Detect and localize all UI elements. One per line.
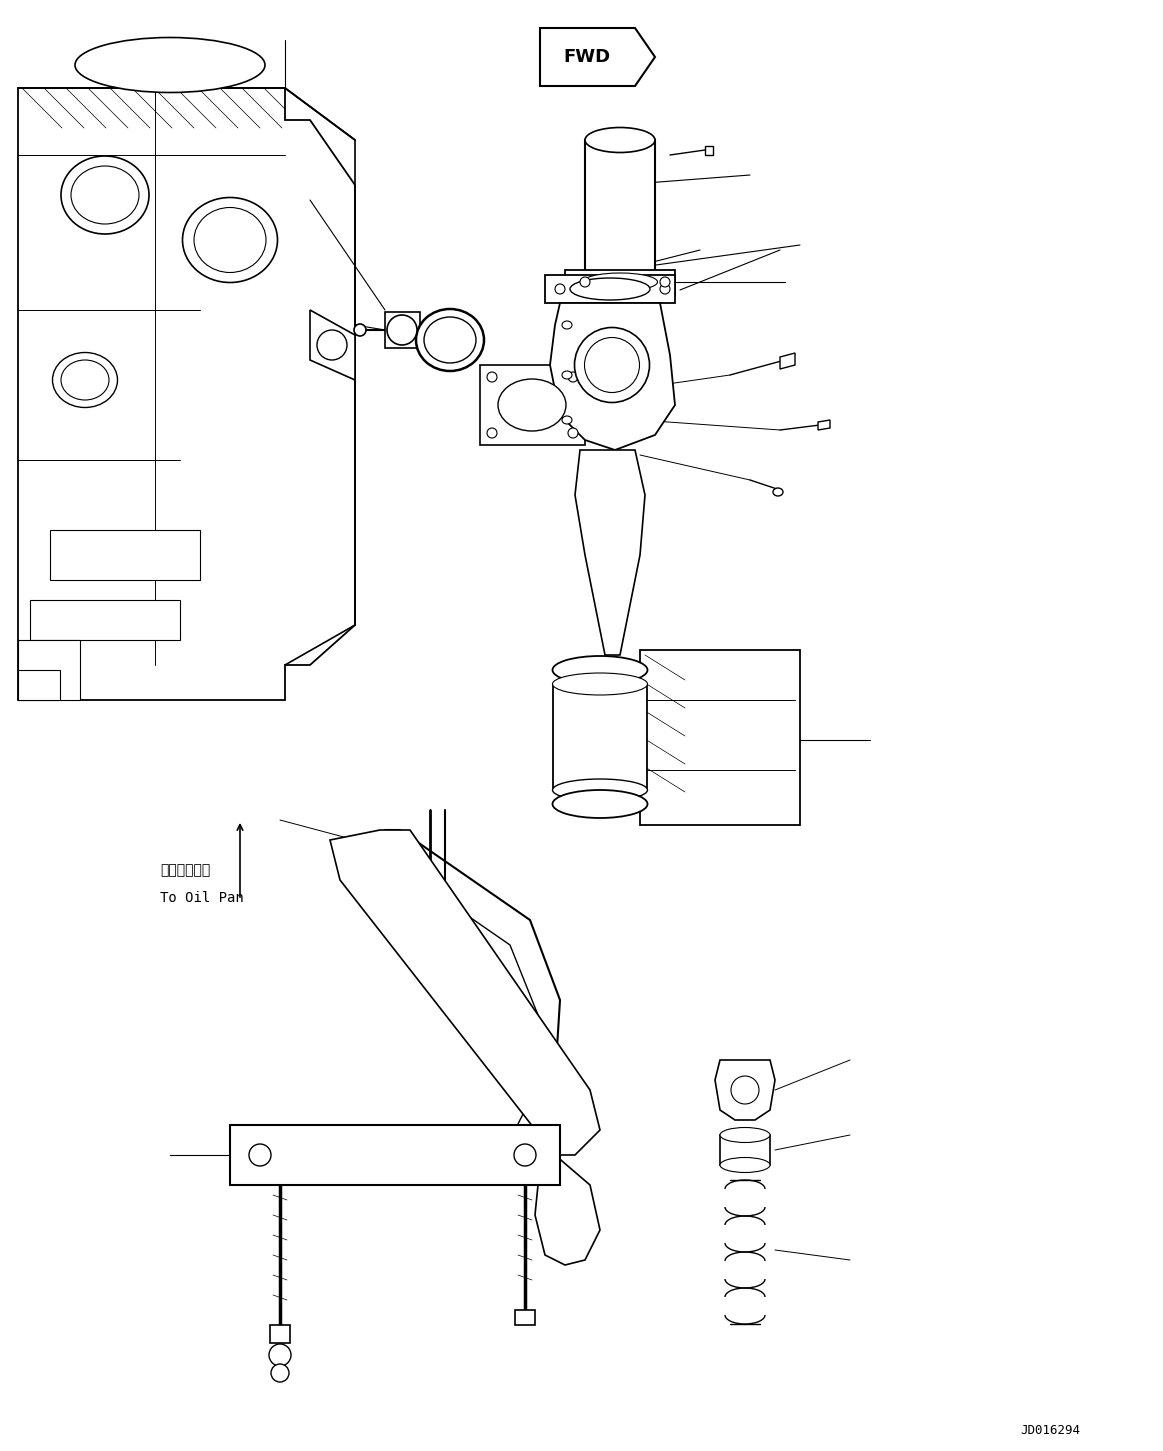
Ellipse shape xyxy=(568,371,578,382)
Ellipse shape xyxy=(487,371,497,382)
Polygon shape xyxy=(385,312,420,348)
Polygon shape xyxy=(230,1125,561,1185)
Ellipse shape xyxy=(317,329,347,360)
Polygon shape xyxy=(17,89,355,699)
Ellipse shape xyxy=(552,673,648,695)
Ellipse shape xyxy=(659,277,670,287)
Polygon shape xyxy=(515,1310,535,1325)
Ellipse shape xyxy=(424,316,476,363)
Ellipse shape xyxy=(498,379,566,431)
Ellipse shape xyxy=(773,488,783,496)
Ellipse shape xyxy=(552,656,648,683)
Ellipse shape xyxy=(487,428,497,438)
Polygon shape xyxy=(715,1061,775,1120)
Ellipse shape xyxy=(563,662,637,679)
Ellipse shape xyxy=(93,48,248,83)
Polygon shape xyxy=(540,28,655,86)
Ellipse shape xyxy=(74,38,265,93)
Polygon shape xyxy=(705,147,713,155)
Ellipse shape xyxy=(387,315,418,345)
Polygon shape xyxy=(311,311,355,380)
Polygon shape xyxy=(30,601,180,640)
Ellipse shape xyxy=(271,1364,288,1381)
Polygon shape xyxy=(550,303,675,450)
Ellipse shape xyxy=(519,1149,531,1161)
Ellipse shape xyxy=(60,360,109,400)
Ellipse shape xyxy=(575,328,649,402)
Ellipse shape xyxy=(595,132,644,148)
Ellipse shape xyxy=(585,128,655,152)
Ellipse shape xyxy=(568,428,578,438)
Ellipse shape xyxy=(194,207,266,273)
Ellipse shape xyxy=(552,789,648,818)
Polygon shape xyxy=(535,1155,600,1265)
Polygon shape xyxy=(17,640,80,699)
Text: FWD: FWD xyxy=(563,48,611,65)
Polygon shape xyxy=(330,830,600,1155)
Polygon shape xyxy=(270,1325,290,1344)
Ellipse shape xyxy=(720,1127,770,1142)
Ellipse shape xyxy=(659,284,670,295)
Text: オイルパンへ: オイルパンへ xyxy=(160,863,211,876)
Polygon shape xyxy=(575,450,645,654)
Ellipse shape xyxy=(52,353,117,408)
Ellipse shape xyxy=(254,1149,266,1161)
Ellipse shape xyxy=(583,273,657,292)
Polygon shape xyxy=(545,276,675,303)
Ellipse shape xyxy=(183,197,278,283)
Ellipse shape xyxy=(562,321,572,329)
Ellipse shape xyxy=(416,309,484,371)
Ellipse shape xyxy=(514,1143,536,1167)
Polygon shape xyxy=(552,683,647,789)
Polygon shape xyxy=(818,419,830,429)
Polygon shape xyxy=(17,670,60,699)
Polygon shape xyxy=(640,650,800,826)
Text: JD016294: JD016294 xyxy=(1020,1423,1080,1436)
Ellipse shape xyxy=(562,371,572,379)
Text: To Oil Pan: To Oil Pan xyxy=(160,891,244,905)
Polygon shape xyxy=(50,530,200,580)
Ellipse shape xyxy=(580,277,590,287)
Polygon shape xyxy=(480,366,585,445)
Ellipse shape xyxy=(562,416,572,424)
Ellipse shape xyxy=(354,324,366,337)
Ellipse shape xyxy=(60,157,149,234)
Polygon shape xyxy=(780,353,795,369)
Polygon shape xyxy=(720,1135,770,1165)
Polygon shape xyxy=(585,139,655,280)
Ellipse shape xyxy=(585,338,640,393)
Polygon shape xyxy=(565,270,675,295)
Ellipse shape xyxy=(555,284,565,295)
Ellipse shape xyxy=(720,1158,770,1172)
Ellipse shape xyxy=(570,279,650,300)
Ellipse shape xyxy=(552,779,648,801)
Ellipse shape xyxy=(269,1344,291,1365)
Ellipse shape xyxy=(71,165,140,223)
Ellipse shape xyxy=(249,1143,271,1167)
Ellipse shape xyxy=(732,1077,759,1104)
